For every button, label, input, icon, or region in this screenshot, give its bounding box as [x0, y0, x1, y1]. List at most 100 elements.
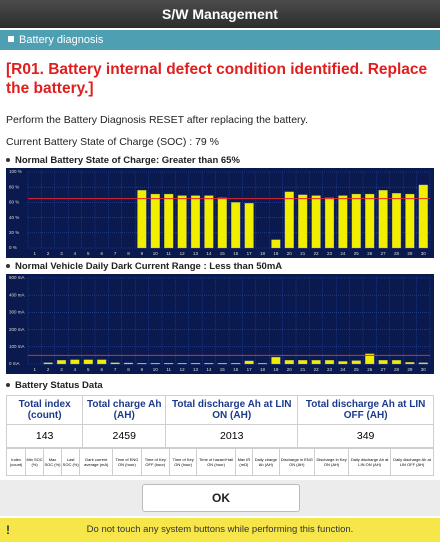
x-tick-label: 28	[394, 367, 400, 372]
alert-text: [R01. Battery internal defect condition …	[6, 61, 428, 97]
x-tick-label: 3	[60, 251, 63, 256]
chart-title: Normal Vehicle Daily Dark Current Range …	[6, 261, 440, 272]
x-tick-label: 3	[60, 367, 63, 372]
x-tick-label: 18	[260, 251, 266, 256]
chart-title-text: Normal Battery State of Charge: Greater …	[15, 155, 240, 166]
x-tick-label: 27	[381, 251, 387, 256]
detail-header-cell: Max SOC (%)	[42, 448, 63, 476]
x-tick-label: 29	[407, 367, 413, 372]
x-tick-label: 17	[247, 367, 253, 372]
chart: 0 %20 %40 %60 %80 %100 %1 2 3 4 5 6 7 8 9 10 11 12 1…	[6, 168, 434, 258]
x-tick-label: 23	[327, 367, 333, 372]
x-tick-label: 22	[314, 251, 320, 256]
summary-header-cell: Total index (count)	[5, 395, 84, 425]
x-tick-label: 8	[127, 251, 130, 256]
x-tick-label: 26	[367, 367, 373, 372]
x-tick-label: 11	[166, 367, 171, 372]
soc-status: Current Battery State of Charge (SOC) : …	[6, 136, 220, 148]
x-tick-label: 9	[141, 251, 144, 256]
bar	[123, 362, 134, 365]
detail-header-cell: Dark current average (mA)	[79, 448, 114, 476]
x-tick-label: 1	[33, 251, 36, 256]
summary-header-cell: Total discharge Ah at LIN OFF (AH)	[297, 395, 434, 425]
bar	[257, 362, 268, 365]
detail-header-cell: Last SOC (%)	[61, 448, 81, 476]
bar	[365, 193, 375, 249]
detail-header-cell: Discharge in ENG ON (AH)	[278, 448, 315, 476]
y-tick-label: 0 mA	[9, 361, 20, 366]
bar	[391, 360, 402, 365]
x-tick-label: 6	[100, 367, 103, 372]
bar	[190, 195, 201, 249]
bar	[284, 360, 294, 365]
x-tick-label: 21	[300, 367, 306, 372]
warning-icon: !	[6, 523, 10, 537]
bar	[324, 197, 335, 249]
detail-header-cell: Time of ENG ON (hour)	[112, 448, 142, 476]
summary-value-cell: 2459	[82, 424, 167, 448]
bar	[351, 360, 361, 365]
x-tick-label: 11	[166, 251, 171, 256]
instruction: Perform the Battery Diagnosis RESET afte…	[6, 114, 308, 126]
detail-header: Index (count) Min SOC (%) Max SOC (%) Last …	[5, 448, 434, 476]
x-tick-label: 16	[233, 367, 239, 372]
x-tick-label: 20	[287, 251, 293, 256]
x-tick-label: 15	[220, 251, 226, 256]
x-tick-label: 16	[233, 251, 239, 256]
detail-header-cell: Index (count)	[5, 448, 27, 476]
x-tick-label: 4	[74, 367, 77, 372]
detail-header-cell: Daily discharge Ah at LIN OFF (AH)	[390, 448, 434, 476]
x-tick-label: 25	[354, 367, 360, 372]
bar	[150, 193, 160, 249]
bar	[204, 362, 214, 365]
footer-warning: ! Do not touch any system buttons while p…	[0, 518, 440, 542]
x-tick-label: 17	[247, 251, 253, 256]
bar	[231, 202, 241, 249]
x-tick-label: 29	[407, 251, 413, 256]
bar	[378, 360, 388, 365]
y-tick-label: 60 %	[9, 200, 19, 205]
detail-header-cell: Time of hazard+tail ON (hour)	[196, 448, 236, 476]
x-tick-label: 30	[421, 251, 427, 256]
bar	[164, 193, 174, 249]
bar	[204, 195, 214, 249]
x-tick-label: 15	[220, 367, 226, 372]
bar	[231, 362, 241, 365]
bar	[351, 193, 361, 249]
bar	[391, 193, 402, 249]
bar	[97, 359, 107, 365]
bar	[338, 195, 348, 249]
bar	[43, 362, 53, 365]
x-tick-label: 14	[206, 367, 212, 372]
x-tick-label: 5	[87, 367, 90, 372]
summary-header-cell: Total discharge Ah at LIN ON (AH)	[165, 395, 299, 425]
x-tick-label: 7	[114, 367, 117, 372]
x-tick-label: 19	[273, 251, 279, 256]
bar	[150, 362, 160, 365]
x-tick-label: 28	[394, 251, 400, 256]
detail-header-cell: Daily discharge Ah at LIN ON (AH)	[348, 448, 392, 476]
x-tick-label: 8	[127, 367, 130, 372]
x-tick-label: 23	[327, 251, 333, 256]
x-tick-label: 26	[367, 251, 373, 256]
bar	[405, 362, 415, 365]
x-tick-label: 5	[87, 251, 90, 256]
x-tick-label: 6	[100, 251, 103, 256]
x-tick-label: 7	[114, 251, 117, 256]
detail-header-cell: Min SOC (%)	[25, 448, 44, 476]
ok-button[interactable]: OK	[142, 484, 300, 512]
chart-title-text: Normal Vehicle Daily Dark Current Range …	[15, 261, 283, 272]
table-title-text: Battery Status Data	[15, 380, 103, 391]
x-tick-label: 18	[260, 367, 266, 372]
bar	[298, 360, 308, 365]
y-tick-label: 400 mA	[9, 292, 25, 297]
x-tick-label: 14	[206, 251, 212, 256]
bar	[217, 362, 227, 365]
x-tick-label: 2	[47, 251, 50, 256]
bar	[137, 190, 147, 249]
section-title: Battery diagnosis	[19, 34, 104, 46]
detail-header-cell: Time of Key ON (hour)	[168, 448, 198, 476]
button-bar: OK	[0, 480, 440, 516]
y-tick-label: 300 mA	[9, 310, 25, 315]
y-tick-label: 80 %	[9, 184, 19, 189]
